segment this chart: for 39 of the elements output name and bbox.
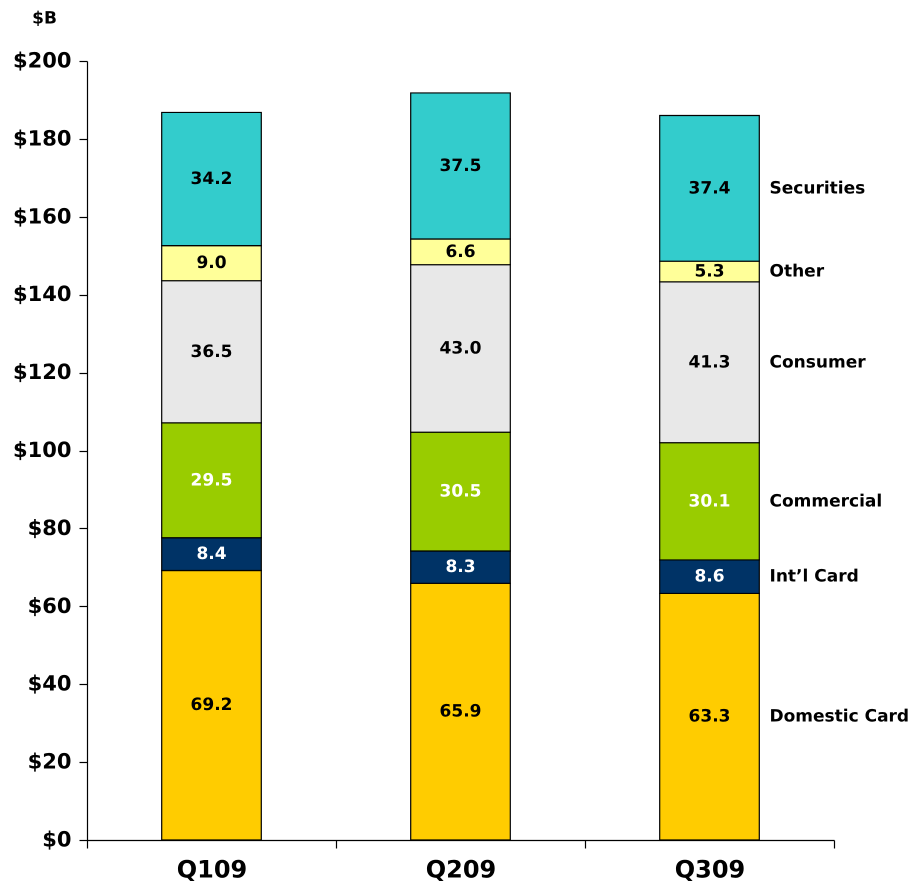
y-tick-label: $80 (28, 516, 72, 540)
y-tick-label: $140 (13, 282, 72, 306)
data-label: 43.0 (440, 338, 482, 358)
x-tick-label: Q209 (426, 856, 496, 884)
y-tick-label: $200 (13, 48, 72, 72)
data-label: 30.1 (688, 491, 730, 512)
y-tick-label: $40 (28, 672, 72, 696)
series-label: Commercial (770, 491, 882, 512)
y-tick-label: $120 (13, 360, 72, 384)
data-label: 65.9 (440, 702, 482, 722)
series-label: Domestic Card (770, 706, 910, 727)
y-tick-label: $0 (42, 828, 72, 852)
data-label: 9.0 (196, 253, 227, 274)
data-label: 69.2 (190, 695, 232, 716)
data-label: 8.3 (445, 557, 476, 578)
y-tick-label: $160 (13, 204, 72, 228)
series-label: Consumer (770, 352, 866, 372)
y-tick-label: $180 (13, 126, 72, 150)
data-label: 34.2 (190, 169, 232, 190)
data-label: 41.3 (688, 352, 730, 372)
y-tick-label: $20 (28, 750, 72, 774)
data-label: 5.3 (694, 262, 725, 282)
y-tick-label: $60 (28, 594, 72, 618)
data-label: 37.4 (688, 178, 731, 198)
x-tick-label: Q109 (176, 856, 248, 884)
series-label: Int’l Card (770, 566, 859, 587)
data-label: 36.5 (190, 342, 232, 362)
data-label: 37.5 (440, 156, 482, 176)
data-label: 8.6 (694, 566, 725, 587)
y-axis-title: $B (32, 8, 57, 28)
data-label: 63.3 (688, 706, 730, 727)
data-label: 6.6 (445, 242, 476, 262)
data-label: 8.4 (196, 544, 227, 564)
y-tick-label: $100 (13, 438, 72, 462)
series-label: Other (770, 262, 825, 282)
series-label: Securities (770, 178, 866, 198)
data-label: 30.5 (440, 482, 482, 502)
data-label: 29.5 (190, 470, 232, 490)
x-tick-label: Q309 (674, 856, 746, 884)
